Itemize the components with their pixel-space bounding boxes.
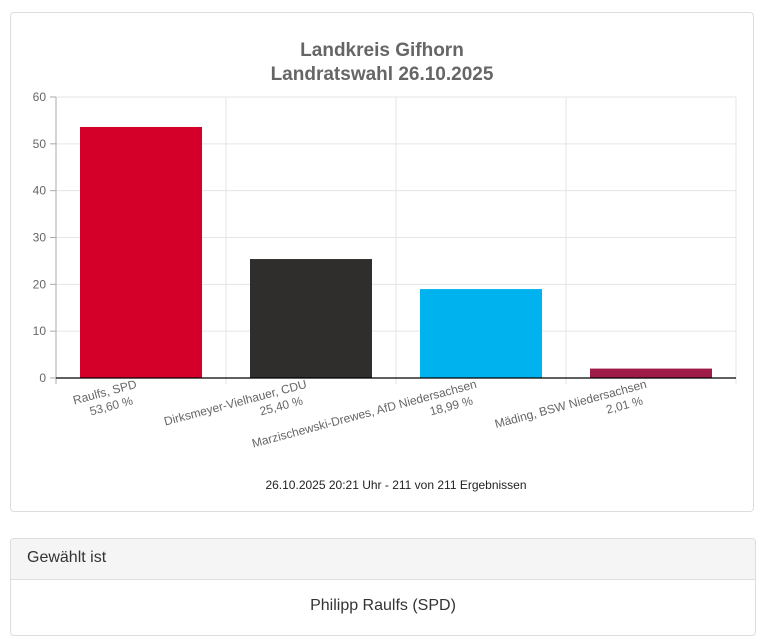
chart-subtitle: Landratswahl 26.10.2025: [270, 64, 494, 85]
result-heading: Gewählt ist: [11, 539, 755, 580]
result-panel: Gewählt ist Philipp Raulfs (SPD): [10, 538, 756, 636]
bar: [250, 259, 372, 378]
y-tick-label: 20: [33, 277, 47, 291]
y-tick-label: 0: [39, 371, 46, 385]
y-tick-label: 50: [33, 137, 47, 151]
chart-card: [10, 12, 754, 512]
y-tick-label: 30: [33, 231, 47, 245]
chart-footer: 26.10.2025 20:21 Uhr - 211 von 211 Ergeb…: [265, 478, 527, 492]
y-tick-label: 60: [33, 90, 47, 104]
bar: [420, 289, 542, 378]
y-tick-label: 10: [33, 324, 47, 338]
bar: [80, 126, 202, 379]
chart-title: Landkreis Gifhorn: [300, 40, 464, 61]
bar: [590, 368, 712, 378]
winner-text: Philipp Raulfs (SPD): [310, 597, 456, 614]
y-tick-label: 40: [33, 184, 47, 198]
